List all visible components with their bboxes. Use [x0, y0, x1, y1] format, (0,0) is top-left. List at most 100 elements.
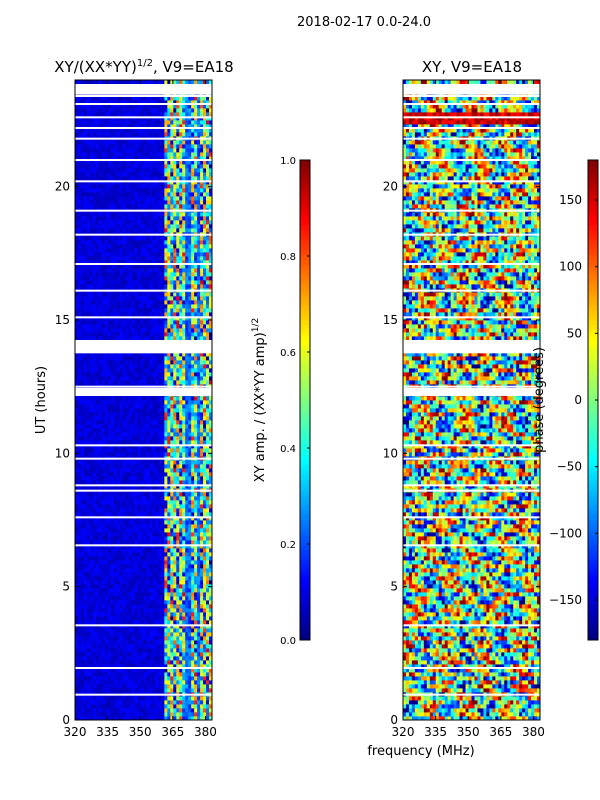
- left-heatmap-cell: [102, 376, 105, 380]
- left-heatmap-cell: [87, 632, 90, 636]
- left-heatmap-cell: [164, 568, 167, 572]
- left-heatmap-cell: [114, 520, 117, 524]
- left-heatmap-cell: [158, 524, 161, 528]
- left-heatmap-cell: [197, 688, 200, 692]
- left-heatmap-cell: [167, 372, 170, 376]
- left-heatmap-cell: [123, 572, 126, 576]
- left-heatmap-cell: [138, 328, 141, 332]
- left-heatmap-cell: [108, 524, 111, 528]
- left-heatmap-cell: [170, 440, 173, 444]
- left-heatmap-cell: [179, 672, 182, 676]
- left-heatmap-cell: [132, 676, 135, 680]
- left-heatmap-cell: [117, 528, 120, 532]
- left-heatmap-cell: [99, 596, 102, 600]
- left-heatmap-cell: [206, 512, 209, 516]
- left-heatmap-cell: [146, 612, 149, 616]
- left-heatmap-cell: [135, 636, 138, 640]
- left-heatmap-cell: [108, 476, 111, 480]
- left-heatmap-cell: [176, 296, 179, 300]
- left-heatmap-cell: [99, 376, 102, 380]
- left-heatmap-cell: [138, 472, 141, 476]
- left-heatmap-cell: [84, 292, 87, 296]
- left-heatmap-cell: [141, 628, 144, 632]
- left-heatmap-cell: [117, 596, 120, 600]
- left-heatmap-cell: [152, 416, 155, 420]
- left-heatmap-cell: [129, 608, 132, 612]
- left-heatmap-cell: [152, 360, 155, 364]
- left-heatmap-cell: [191, 300, 194, 304]
- left-heatmap-cell: [129, 328, 132, 332]
- left-heatmap-cell: [99, 532, 102, 536]
- left-heatmap-cell: [135, 468, 138, 472]
- left-heatmap-cell: [152, 492, 155, 496]
- left-heatmap-cell: [75, 508, 78, 512]
- left-heatmap-cell: [188, 504, 191, 508]
- left-heatmap-cell: [99, 372, 102, 376]
- left-heatmap-cell: [126, 424, 129, 428]
- left-heatmap-cell: [87, 700, 90, 704]
- left-heatmap-cell: [194, 640, 197, 644]
- left-heatmap-cell: [111, 452, 114, 456]
- left-heatmap-cell: [132, 452, 135, 456]
- left-heatmap-cell: [194, 684, 197, 688]
- left-heatmap-cell: [191, 588, 194, 592]
- left-heatmap-cell: [90, 396, 93, 400]
- left-heatmap-cell: [146, 508, 149, 512]
- left-heatmap-cell: [144, 580, 147, 584]
- left-heatmap-cell: [197, 328, 200, 332]
- left-heatmap-cell: [155, 480, 158, 484]
- left-heatmap-cell: [129, 576, 132, 580]
- left-heatmap-cell: [111, 492, 114, 496]
- left-heatmap-cell: [194, 596, 197, 600]
- left-heatmap-cell: [129, 440, 132, 444]
- left-heatmap-cell: [105, 480, 108, 484]
- left-heatmap-cell: [200, 300, 203, 304]
- left-heatmap-cell: [105, 420, 108, 424]
- left-heatmap-cell: [99, 608, 102, 612]
- left-heatmap-cell: [126, 408, 129, 412]
- left-heatmap-cell: [138, 448, 141, 452]
- left-heatmap-cell: [99, 464, 102, 468]
- left-heatmap-cell: [191, 636, 194, 640]
- left-heatmap-cell: [161, 408, 164, 412]
- left-heatmap-cell: [117, 568, 120, 572]
- left-heatmap-cell: [120, 436, 123, 440]
- left-heatmap-cell: [170, 496, 173, 500]
- left-heatmap-cell: [191, 520, 194, 524]
- left-heatmap-cell: [149, 596, 152, 600]
- left-heatmap-cell: [78, 528, 81, 532]
- left-heatmap-cell: [161, 572, 164, 576]
- left-heatmap-cell: [188, 364, 191, 368]
- left-heatmap-cell: [117, 628, 120, 632]
- left-heatmap-cell: [161, 584, 164, 588]
- left-heatmap-cell: [78, 596, 81, 600]
- left-heatmap-cell: [99, 540, 102, 544]
- left-heatmap-cell: [146, 640, 149, 644]
- left-heatmap-cell: [96, 440, 99, 444]
- left-heatmap-cell: [102, 648, 105, 652]
- left-heatmap-cell: [129, 640, 132, 644]
- left-heatmap-cell: [135, 568, 138, 572]
- left-heatmap-cell: [93, 500, 96, 504]
- left-heatmap-cell: [135, 356, 138, 360]
- left-heatmap-cell: [164, 312, 167, 316]
- left-heatmap-cell: [149, 712, 152, 716]
- left-heatmap-cell: [135, 564, 138, 568]
- left-heatmap-cell: [167, 292, 170, 296]
- left-heatmap-cell: [81, 708, 84, 712]
- left-heatmap-cell: [108, 696, 111, 700]
- left-heatmap-cell: [203, 536, 206, 540]
- left-heatmap-cell: [194, 440, 197, 444]
- left-heatmap-cell: [170, 524, 173, 528]
- left-heatmap-cell: [170, 608, 173, 612]
- left-heatmap-cell: [152, 300, 155, 304]
- left-heatmap-cell: [179, 360, 182, 364]
- left-heatmap-cell: [96, 552, 99, 556]
- left-heatmap-cell: [138, 508, 141, 512]
- left-heatmap-cell: [105, 652, 108, 656]
- left-heatmap-cell: [158, 336, 161, 340]
- left-heatmap-cell: [99, 304, 102, 308]
- left-heatmap-cell: [78, 636, 81, 640]
- left-heatmap-cell: [206, 408, 209, 412]
- left-heatmap-cell: [152, 364, 155, 368]
